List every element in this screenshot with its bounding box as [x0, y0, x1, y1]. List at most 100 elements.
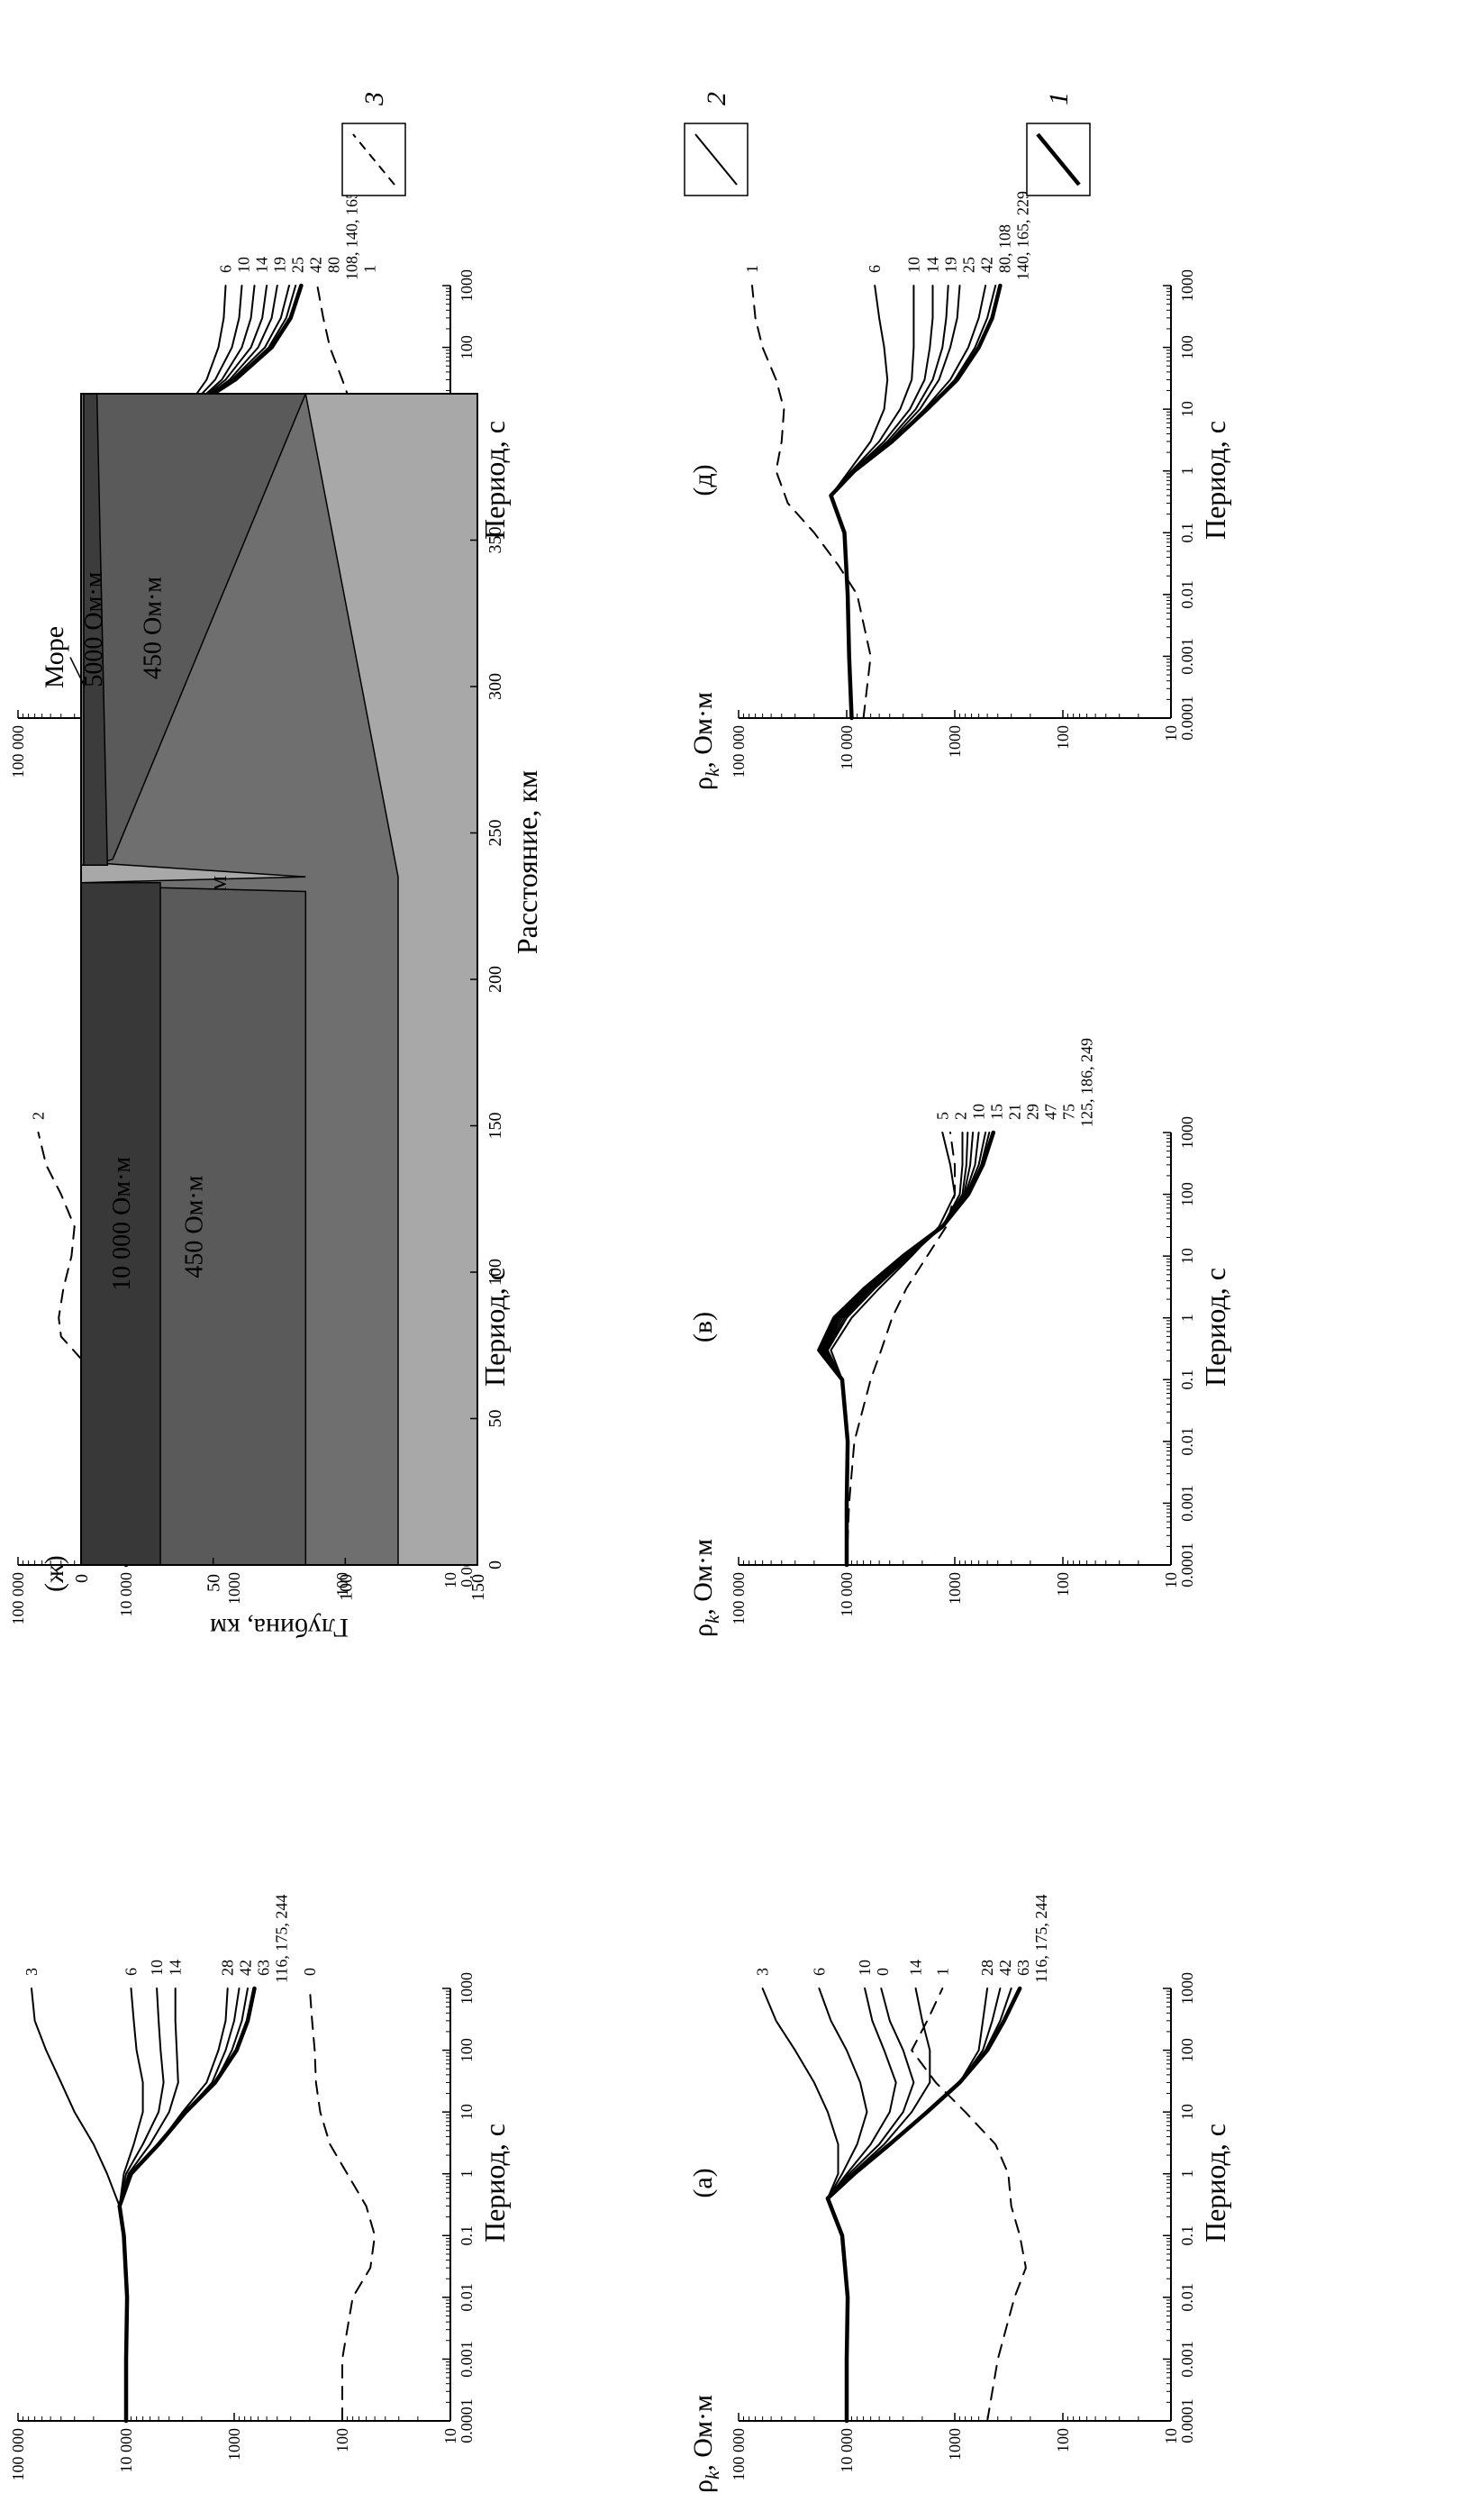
x-tick-label: 0.01 — [1178, 2283, 1196, 2312]
y-tick-label: 100 — [1054, 1572, 1072, 1597]
y-tick-label: 100 — [333, 2428, 351, 2452]
chart-panel-0: 0.00010.0010.010.1110100100010100100010 … — [688, 1895, 1231, 2493]
series-line-8 — [751, 285, 872, 719]
curve-label: 125, 186, 249 — [1077, 1038, 1095, 1127]
y-tick-label: 1000 — [225, 1572, 243, 1605]
curve-label: 42 — [237, 1960, 255, 1976]
y-tick-label: 10 — [1162, 725, 1180, 741]
y-tick-label: 10 — [1162, 2428, 1180, 2444]
curve-label: 75 — [1059, 1104, 1077, 1120]
curve-label: 10 — [856, 1960, 874, 1976]
curve-label: 6 — [216, 265, 234, 273]
y-tick-label: 10 000 — [838, 1572, 856, 1617]
curve-label: 28 — [219, 1960, 237, 1976]
curve-label: 14 — [924, 257, 942, 273]
y-tick-label: 100 000 — [9, 725, 27, 778]
section-panel-label: (ж) — [40, 1555, 69, 1592]
curve-label: 19 — [942, 257, 960, 273]
x-tick-label: 0.0001 — [458, 2398, 476, 2443]
series-line-6 — [826, 1988, 1002, 2422]
curve-label: 10 — [148, 1960, 166, 1976]
x-tick-label: 1000 — [1178, 269, 1196, 302]
curve-label: 47 — [1041, 1104, 1059, 1120]
curve-label: 25 — [288, 257, 306, 273]
series-line-8 — [846, 1132, 956, 1566]
curve-label: 10 — [969, 1104, 987, 1120]
y-tick-label: 10 000 — [838, 2428, 856, 2473]
curve-label: 42 — [978, 257, 996, 273]
legend: 1 2 3 — [341, 92, 1091, 196]
series-line-1 — [118, 1988, 144, 2422]
curve-label: 116, 175, 244 — [273, 1895, 291, 1983]
section-x-tick-label: 250 — [485, 820, 505, 847]
series-line-5 — [826, 1988, 989, 2422]
curve-label: 0 — [301, 1968, 319, 1976]
y-tick-label: 10 — [1162, 1572, 1180, 1588]
x-axis-title: Период, с — [1199, 1268, 1231, 1387]
series-line-8 — [825, 1986, 1022, 2424]
chart-panel-2: 0.0001 0.001 0.01 0.1 1 10 100 1000 10 100 1000 10 … — [688, 1038, 1231, 1637]
curve-label: 29 — [1023, 1104, 1041, 1120]
series-line-0 — [830, 285, 889, 719]
curve-label: 15 — [987, 1104, 1005, 1120]
curve-label: 1 — [743, 265, 761, 273]
section-layer-label: 10 000 Ом·м — [108, 1157, 136, 1291]
x-tick-label: 0.0001 — [1178, 696, 1196, 741]
x-tick-label: 100 — [1178, 335, 1196, 359]
curve-label: 25 — [960, 257, 978, 273]
section-x-tick-label: 200 — [485, 966, 505, 993]
y-axis-title: ρk, Ом·м — [0, 692, 3, 790]
x-tick-label: 0.01 — [1178, 1427, 1196, 1456]
curve-label: 21 — [1005, 1104, 1023, 1120]
x-tick-label: 0.01 — [1178, 580, 1196, 609]
curve-label: 3 — [754, 1968, 772, 1976]
curve-label: 3 — [23, 1968, 41, 1976]
section-x-tick-label: 300 — [485, 673, 505, 700]
legend-label-3: 3 — [359, 92, 389, 106]
x-tick-label: 100 — [458, 335, 476, 359]
series-line-5 — [830, 285, 987, 719]
curve-label: 10 — [904, 257, 922, 273]
panel-label: (д) — [688, 464, 718, 496]
curve-label: 0 — [874, 1968, 892, 1976]
curve-label: 19 — [270, 257, 288, 273]
series-line-0 — [31, 1988, 129, 2422]
y-tick-label: 100 — [333, 1572, 351, 1597]
series-line-4 — [826, 1988, 931, 2422]
x-tick-label: 0.0001 — [1178, 1542, 1196, 1588]
y-tick-label: 10 000 — [117, 1572, 135, 1617]
y-tick-label: 10 000 — [838, 725, 856, 770]
curve-label: 140, 165, 229 — [1014, 191, 1032, 280]
series-line-1 — [830, 285, 915, 719]
curve-label: 6 — [122, 1968, 140, 1976]
x-axis-title: Период, с — [1199, 421, 1231, 540]
y-tick-label: 10 — [441, 2428, 459, 2444]
x-tick-label: 0.1 — [1178, 523, 1196, 543]
x-tick-label: 1 — [1178, 467, 1196, 475]
curve-label: 2 — [29, 1112, 47, 1120]
y-axis-title: ρk, Ом·м — [0, 1539, 3, 1637]
section-layer-label: 450 Ом·м — [139, 577, 167, 679]
y-axis-title: ρk, Ом·м — [688, 2395, 723, 2493]
curve-label: 80, 108 — [996, 224, 1014, 273]
series-line-4 — [118, 1988, 229, 2422]
y-tick-label: 1000 — [946, 725, 964, 758]
sea-label: Море — [40, 626, 69, 688]
x-tick-label: 1000 — [458, 1972, 476, 2005]
curve-label: 80 — [324, 257, 342, 273]
x-tick-label: 0.01 — [458, 2283, 476, 2312]
y-tick-label: 100 — [1054, 725, 1072, 750]
x-tick-label: 100 — [1178, 1182, 1196, 1206]
y-axis-title: ρk, Ом·м — [688, 1539, 723, 1637]
x-tick-label: 1000 — [458, 269, 476, 302]
section-x-tick-label: 50 — [485, 1410, 505, 1428]
y-tick-label: 100 000 — [9, 1572, 27, 1625]
curve-label: 2 — [951, 1112, 969, 1120]
sea-pointer — [69, 657, 86, 687]
chart-panel-4: 0.0001 0.001 0.01 0.1 1 10 100 1000 10 100 1000 10 … — [688, 191, 1231, 790]
y-tick-label: 100 000 — [9, 2428, 27, 2481]
legend-label-1: 1 — [1044, 92, 1074, 105]
x-tick-label: 10 — [458, 2104, 476, 2120]
